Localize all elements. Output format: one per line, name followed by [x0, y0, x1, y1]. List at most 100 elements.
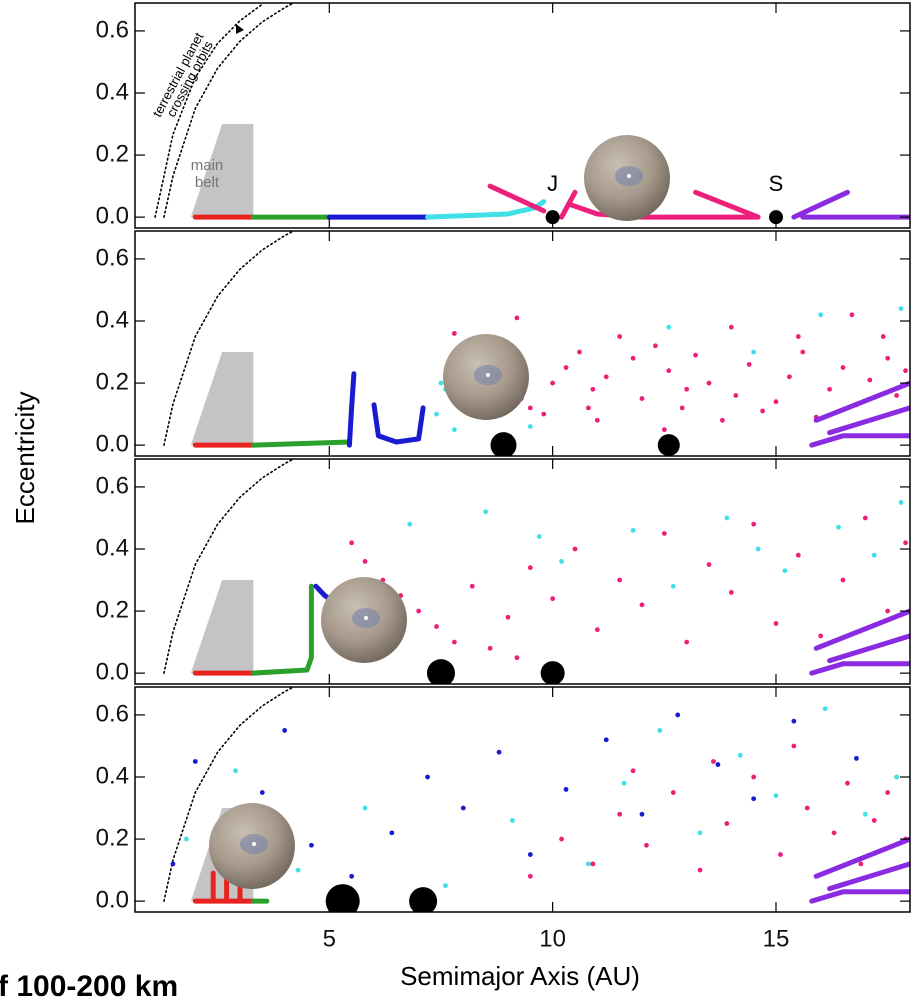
- planet-label: S: [769, 171, 784, 196]
- y-tick-label: 0.6: [96, 16, 129, 43]
- point: [773, 621, 779, 626]
- point: [733, 393, 739, 398]
- point: [903, 368, 908, 374]
- point: [349, 873, 355, 879]
- point: [407, 521, 413, 527]
- point: [527, 565, 533, 571]
- point: [527, 852, 533, 857]
- point: [563, 365, 569, 370]
- y-tick-label: 0.6: [96, 244, 129, 271]
- streak: [192, 870, 256, 904]
- point: [675, 712, 681, 718]
- point: [885, 355, 891, 361]
- x-tick-label: 15: [763, 925, 790, 952]
- point: [438, 380, 444, 386]
- point: [630, 527, 636, 533]
- y-tick-label: 0.2: [96, 824, 129, 851]
- point: [590, 861, 596, 867]
- point: [791, 743, 797, 749]
- planet: [545, 210, 560, 225]
- boundary-curve: [163, 3, 296, 218]
- point: [737, 752, 743, 758]
- point: [434, 624, 439, 629]
- point: [496, 749, 502, 755]
- point: [617, 811, 623, 817]
- point: [706, 380, 712, 386]
- point: [460, 805, 466, 811]
- point: [527, 405, 533, 411]
- point: [898, 306, 904, 311]
- point: [550, 380, 556, 386]
- point: [527, 873, 533, 879]
- boundary-curve: [154, 3, 264, 218]
- point: [822, 706, 828, 712]
- annotation: main: [191, 157, 224, 174]
- y-tick-label: 0.4: [96, 534, 129, 561]
- panel: 0.0 0.2 0.4 0.6: [96, 458, 911, 685]
- point: [487, 645, 493, 651]
- boundary-curve: [163, 459, 296, 674]
- plot-area: [163, 687, 910, 912]
- point: [594, 627, 600, 633]
- point: [295, 867, 301, 873]
- y-tick-label: 0.4: [96, 762, 129, 789]
- point: [527, 424, 533, 429]
- body-image-spot: [252, 842, 256, 846]
- point: [510, 818, 515, 823]
- point: [349, 540, 355, 546]
- point: [639, 396, 645, 401]
- point: [617, 334, 623, 339]
- point: [639, 811, 645, 817]
- streak: [809, 836, 910, 904]
- y-tick-label: 0.2: [96, 368, 129, 395]
- y-tick-label: 0.0: [96, 430, 129, 457]
- point: [559, 559, 564, 564]
- point: [751, 796, 757, 802]
- point: [617, 577, 623, 583]
- panel-frame: [134, 2, 911, 229]
- point: [652, 343, 658, 349]
- point: [894, 774, 899, 780]
- panel-frame: [134, 686, 911, 913]
- point: [751, 521, 757, 527]
- point: [898, 500, 904, 505]
- planet: [657, 434, 680, 456]
- point: [679, 405, 685, 411]
- y-tick-label: 0.6: [96, 472, 129, 499]
- point: [862, 515, 868, 521]
- point: [818, 633, 824, 639]
- point: [572, 546, 578, 552]
- point: [585, 405, 591, 411]
- point: [800, 349, 806, 355]
- y-axis-label: Eccentricity: [10, 392, 40, 525]
- point: [630, 355, 636, 361]
- point: [309, 842, 314, 848]
- point: [639, 602, 645, 608]
- point: [443, 883, 448, 889]
- x-axis-label: Semimajor Axis (AU): [400, 961, 640, 991]
- point: [514, 655, 520, 661]
- point: [751, 349, 757, 355]
- panel-frame: [134, 230, 911, 457]
- x-tick-label: 10: [539, 925, 566, 952]
- y-tick-label: 0.0: [96, 202, 129, 229]
- point: [693, 352, 698, 358]
- point: [849, 312, 855, 318]
- streak: [346, 371, 426, 448]
- point: [786, 374, 792, 380]
- point: [233, 768, 238, 774]
- plot-area: [163, 231, 910, 456]
- x-tick-label: 5: [323, 925, 336, 952]
- point: [666, 368, 672, 374]
- body-image-spot: [486, 373, 490, 377]
- y-tick-label: 0.0: [96, 886, 129, 913]
- point: [858, 861, 864, 867]
- point: [818, 312, 824, 318]
- point: [550, 596, 556, 602]
- point: [782, 568, 788, 574]
- point: [795, 334, 801, 339]
- point: [434, 411, 439, 417]
- point: [541, 411, 547, 417]
- streak: [791, 189, 910, 220]
- point: [389, 830, 395, 836]
